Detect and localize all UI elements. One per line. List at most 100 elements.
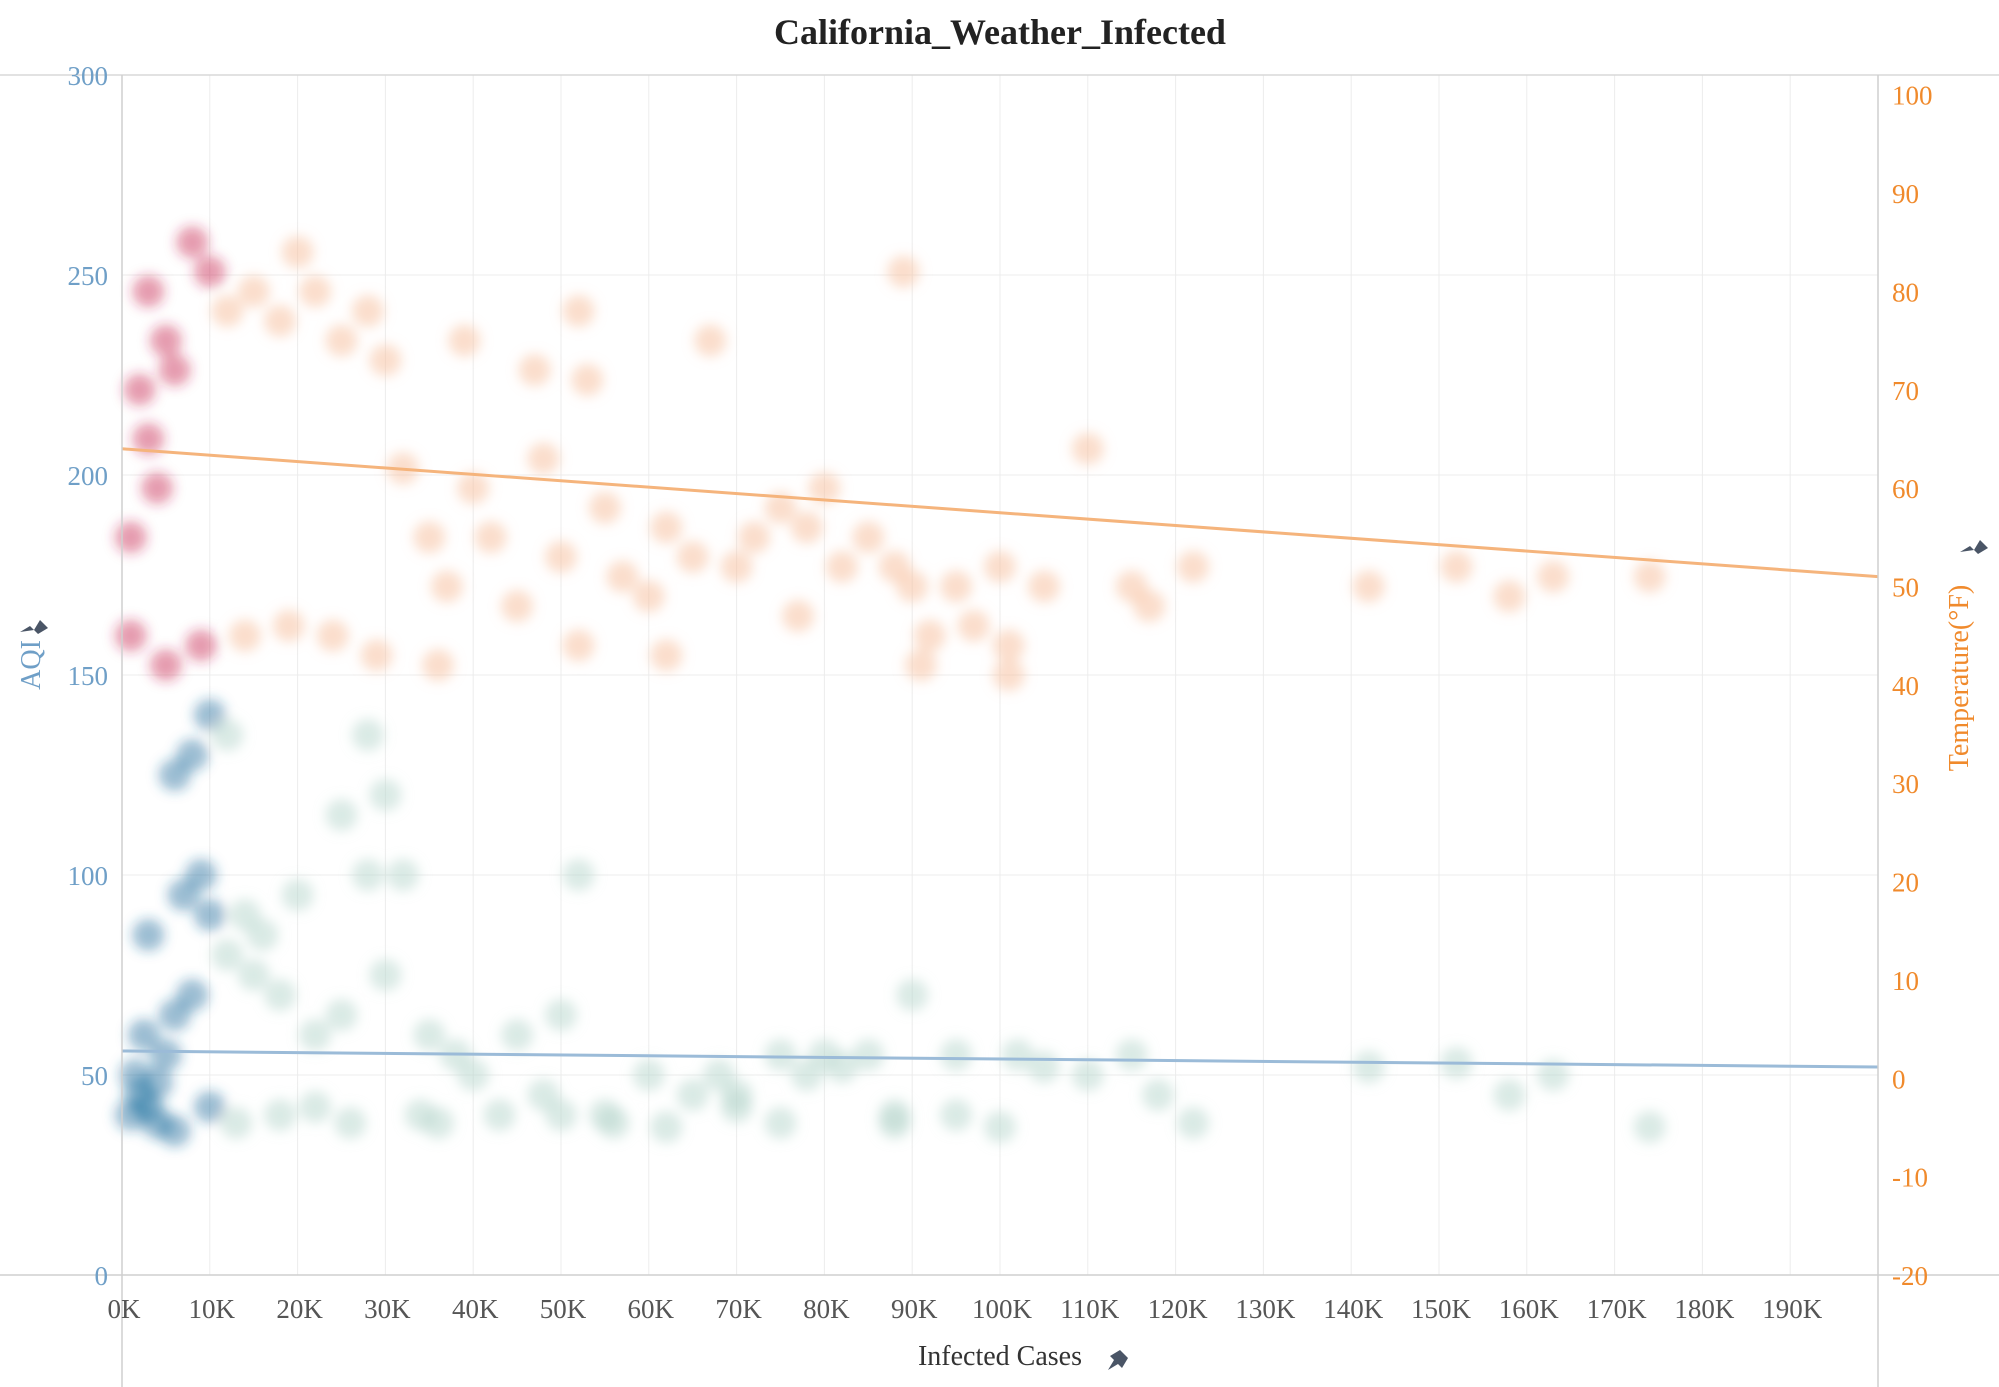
temperature-point [351, 295, 384, 328]
temperature-point [904, 649, 937, 682]
temperature-point [588, 491, 621, 524]
temperature-point [1440, 550, 1473, 583]
aqi-point [1115, 1039, 1148, 1071]
temperature-tick-label: 80 [1892, 277, 1919, 307]
chart-title: California_Weather_Infected [774, 12, 1226, 52]
temperature-point [228, 619, 261, 652]
aqi-point [132, 919, 165, 951]
temperature-point [457, 472, 490, 505]
aqi-point [597, 1107, 630, 1139]
temperature-point [185, 629, 218, 662]
aqi-point [852, 1039, 885, 1071]
temperature-point [132, 275, 165, 308]
temperature-point [149, 649, 182, 682]
axes [0, 74, 1999, 1387]
aqi-point [351, 859, 384, 891]
x-tick-label: 80K [803, 1294, 850, 1324]
aqi-point [1177, 1107, 1210, 1139]
temperature-point-cloud [114, 226, 1666, 691]
aqi-point [650, 1111, 683, 1143]
temperature-point [316, 619, 349, 652]
aqi-point [264, 1099, 297, 1131]
x-tick-label: 30K [364, 1294, 411, 1324]
pin-icon[interactable] [1108, 1350, 1128, 1370]
temperature-tick-label: 40 [1892, 671, 1919, 701]
temperature-point [545, 540, 577, 573]
temperature-point [992, 659, 1025, 691]
aqi-point [246, 919, 279, 951]
aqi-point [264, 979, 297, 1011]
x-tick-label: 130K [1235, 1294, 1296, 1324]
aqi-point [632, 1059, 665, 1091]
temperature-point [123, 373, 156, 406]
temperature-point [193, 255, 226, 288]
aqi-point [562, 859, 595, 891]
temperature-point [299, 275, 332, 308]
temperature-point [237, 275, 270, 308]
aqi-tick-label: 300 [68, 61, 109, 91]
temperature-point [992, 629, 1025, 662]
aqi-point [940, 1099, 973, 1131]
grid [122, 75, 1878, 1275]
aqi-point [764, 1039, 797, 1071]
aqi-point [413, 1019, 446, 1051]
aqi-point [676, 1079, 709, 1111]
aqi-point [149, 1039, 182, 1071]
aqi-point [720, 1091, 753, 1123]
pin-icon[interactable] [20, 620, 48, 634]
aqi-point [369, 779, 402, 811]
temperature-point [114, 521, 147, 554]
temperature-point [264, 304, 297, 337]
temperature-point [764, 491, 797, 524]
temperature-point [957, 609, 990, 642]
temperature-point [1537, 560, 1570, 593]
aqi-trend-line [121, 1049, 1879, 1069]
aqi-point [158, 759, 191, 791]
aqi-point [545, 999, 577, 1031]
temperature-point [501, 590, 534, 623]
x-axis-label: Infected Cases [918, 1341, 1082, 1372]
aqi-point [1001, 1039, 1034, 1071]
x-tick-label: 90K [891, 1294, 938, 1324]
temperature-point [448, 324, 481, 357]
aqi-axis-label: AQI [16, 640, 47, 690]
temperature-point [632, 580, 665, 613]
x-tick-label: 170K [1587, 1294, 1648, 1324]
aqi-point [1537, 1059, 1570, 1091]
temperature-point [562, 629, 595, 662]
x-tick-label: 180K [1674, 1294, 1735, 1324]
temperature-tick-label: 50 [1892, 572, 1919, 602]
aqi-point [422, 1107, 455, 1139]
x-tick-label: 20K [276, 1294, 323, 1324]
x-tick-label: 60K [628, 1294, 675, 1324]
aqi-point [299, 1019, 332, 1051]
temperature-point [413, 521, 446, 554]
aqi-point [386, 859, 419, 891]
x-tick-label: 0K [108, 1294, 142, 1324]
temperature-tick-label: 10 [1892, 966, 1919, 996]
x-tick-label: 160K [1499, 1294, 1560, 1324]
temperature-axis-label: Temperature(°F) [1944, 585, 1975, 771]
temperature-point [1071, 432, 1104, 465]
aqi-point [940, 1039, 973, 1071]
temperature-point [272, 609, 305, 642]
temperature-point [825, 550, 858, 583]
aqi-point [457, 1059, 490, 1091]
aqi-point [1633, 1111, 1666, 1143]
x-tick-label: 140K [1323, 1294, 1384, 1324]
temperature-point [1133, 590, 1166, 623]
temperature-point [474, 521, 507, 554]
pin-icon[interactable] [1960, 540, 1988, 554]
aqi-tick-label: 150 [68, 661, 109, 691]
aqi-tick-label: 200 [68, 461, 109, 491]
temperature-point [176, 226, 209, 259]
aqi-point [764, 1107, 797, 1139]
temperature-point [1177, 550, 1210, 583]
aqi-point [141, 1067, 174, 1099]
temperature-point [518, 354, 551, 387]
temperature-point [984, 550, 1016, 583]
temperature-point [369, 344, 402, 377]
temperature-point [887, 255, 920, 288]
aqi-point [185, 859, 218, 891]
aqi-point [176, 979, 209, 1011]
